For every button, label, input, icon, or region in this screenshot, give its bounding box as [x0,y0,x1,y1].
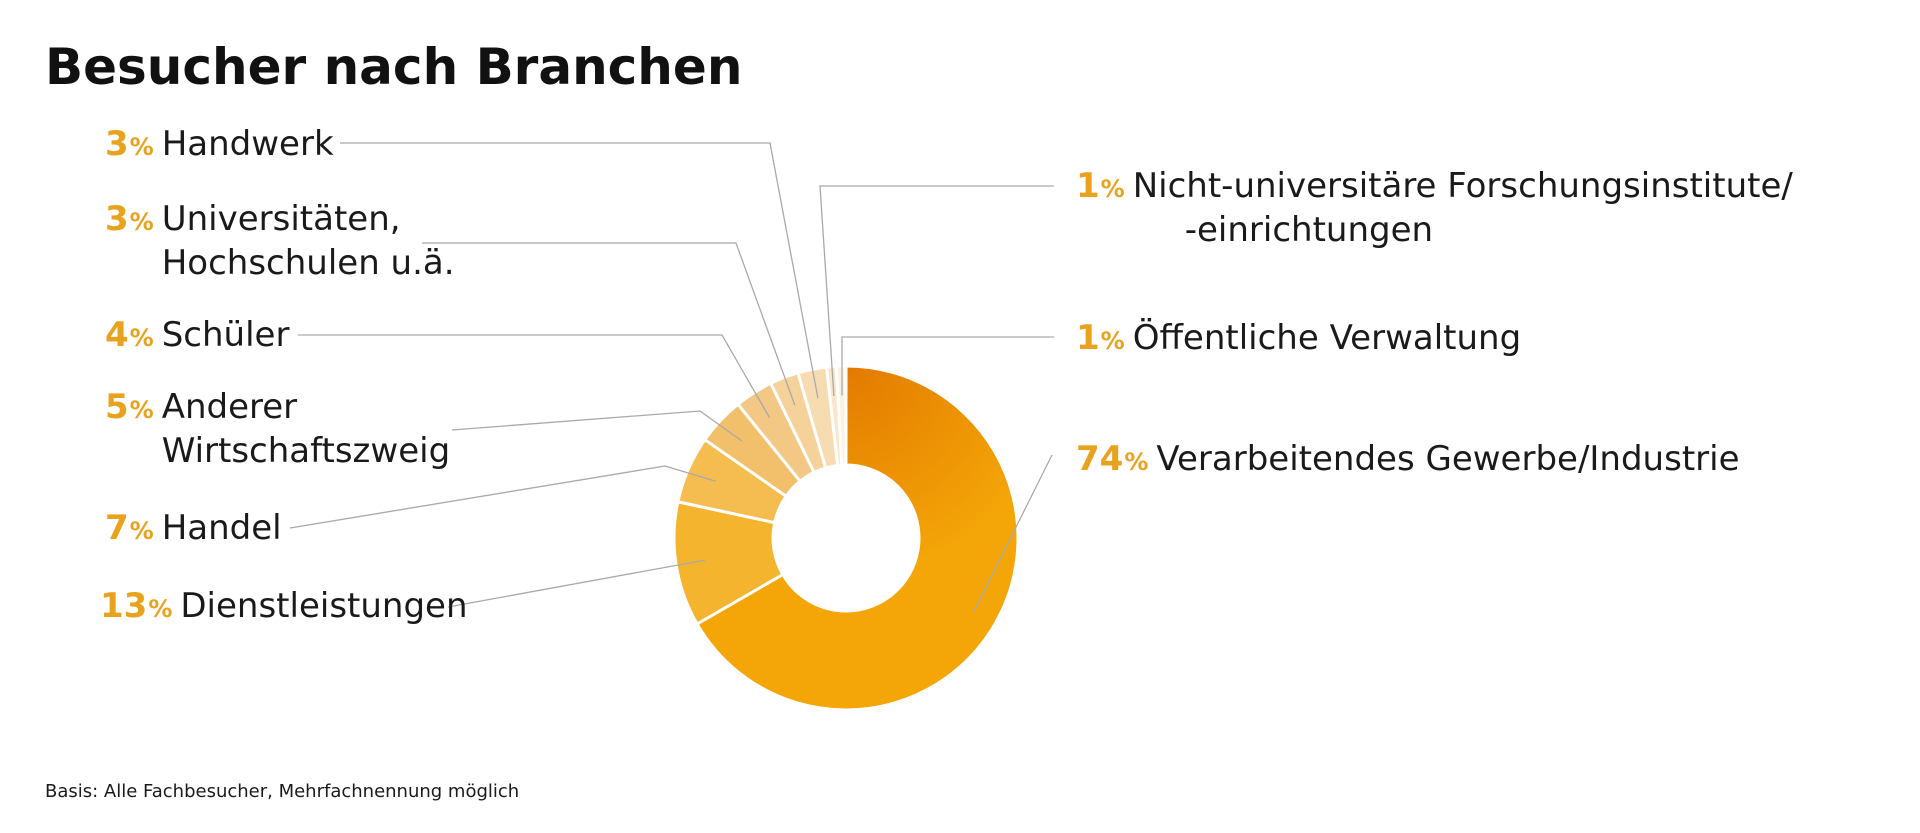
leader-handwerk [340,142,819,399]
label-nicht-universitare-forschungsinstitute-einrichtungen: 1% Nicht-universitäre Forschungsinstitute… [1076,166,1793,250]
value-dienstleistungen: 13 [100,586,147,626]
category-dienstleistungen: Dienstleistungen [180,586,467,626]
label-anderer-wirtschaftszweig: 5% Anderer Wirtschaftszweig [105,387,450,471]
category-verarbeitendes-gewerbe-industrie: Verarbeitendes Gewerbe/Industrie [1156,439,1739,479]
label-universitaten-hochschulen-u-a: 3% Universitäten, Hochschulen u.ä. [105,199,455,283]
unit-handel: % [130,517,154,545]
unit-nicht-universitare-forschungsinstitute-einrichtungen: % [1101,175,1125,203]
value-universitaten-hochschulen-u-a: 3 [105,199,129,239]
leader-verarbeitendes-gewerbe-industrie [973,454,1053,613]
leader-dienstleistungen [447,559,706,608]
category-nicht-universitare-forschungsinstitute-einrichtungen: Nicht-universitäre Forschungsinstitute/-… [1133,166,1794,250]
label-schuler: 4% Schüler [105,315,289,355]
label-handel: 7% Handel [105,508,282,548]
unit-handwerk: % [130,133,154,161]
category-schuler: Schüler [162,315,290,355]
value-nicht-universitare-forschungsinstitute-einrichtungen: 1 [1076,166,1100,206]
leader-handel [289,465,716,529]
value-handel: 7 [105,508,129,548]
leader-schuler [298,334,771,419]
unit-verarbeitendes-gewerbe-industrie: % [1124,448,1148,476]
value-offentliche-verwaltung: 1 [1076,318,1100,358]
leader-lines [289,142,1054,613]
label-verarbeitendes-gewerbe-industrie: 74% Verarbeitendes Gewerbe/Industrie [1076,439,1740,479]
footnote: Basis: Alle Fachbesucher, Mehrfachnennun… [45,781,519,802]
category-handel: Handel [162,508,282,548]
category-handwerk: Handwerk [162,124,334,164]
leader-universitaten-hochschulen-u-a [422,242,796,406]
slice-verarbeitendes-gewerbe-industrie [694,364,1020,712]
value-schuler: 4 [105,315,129,355]
leader-offentliche-verwaltung [841,336,1054,396]
value-anderer-wirtschaftszweig: 5 [105,387,129,427]
category-offentliche-verwaltung: Öffentliche Verwaltung [1133,317,1521,358]
category-anderer-wirtschaftszweig: Anderer Wirtschaftszweig [162,387,450,471]
chart-title: Besucher nach Branchen [45,38,742,96]
leader-anderer-wirtschaftszweig [451,410,743,442]
unit-anderer-wirtschaftszweig: % [130,396,154,424]
label-handwerk: 3% Handwerk [105,124,334,164]
slice-offentliche-verwaltung [834,364,848,467]
value-handwerk: 3 [105,124,129,164]
leader-nicht-universitare-forschungsinstitute-einrichtungen [819,185,1054,397]
unit-offentliche-verwaltung: % [1101,327,1125,355]
label-dienstleistungen: 13% Dienstleistungen [100,586,468,626]
unit-schuler: % [130,324,154,352]
category-universitaten-hochschulen-u-a: Universitäten, Hochschulen u.ä. [162,199,455,283]
donut [672,364,1020,712]
unit-universitaten-hochschulen-u-a: % [130,208,154,236]
value-verarbeitendes-gewerbe-industrie: 74 [1076,439,1123,479]
unit-dienstleistungen: % [148,595,172,623]
label-offentliche-verwaltung: 1% Öffentliche Verwaltung [1076,317,1521,358]
